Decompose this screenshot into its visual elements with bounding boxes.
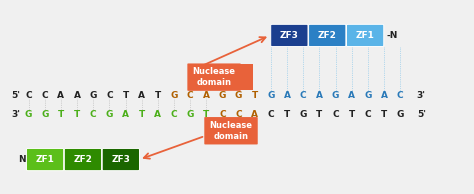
Text: T: T	[284, 110, 290, 119]
Text: C: C	[332, 110, 339, 119]
Text: C: C	[25, 91, 32, 100]
Text: A: A	[283, 91, 291, 100]
Text: C: C	[171, 110, 177, 119]
Text: G: G	[332, 91, 339, 100]
Text: C: C	[106, 91, 113, 100]
Text: C: C	[219, 110, 226, 119]
Text: C: C	[235, 110, 242, 119]
Text: C: C	[268, 110, 274, 119]
Text: G: G	[41, 110, 48, 119]
Text: G: G	[25, 110, 32, 119]
Text: N-: N-	[18, 155, 29, 164]
Text: T: T	[74, 110, 80, 119]
Text: A: A	[57, 91, 64, 100]
Text: T: T	[348, 110, 355, 119]
Text: G: G	[170, 91, 178, 100]
FancyBboxPatch shape	[64, 148, 101, 171]
Text: A: A	[316, 91, 323, 100]
Text: C: C	[300, 91, 307, 100]
Text: ZF3: ZF3	[280, 31, 299, 40]
Text: C: C	[90, 110, 97, 119]
Text: ZF1: ZF1	[356, 31, 374, 40]
Text: T: T	[252, 91, 258, 100]
Text: 3': 3'	[417, 91, 426, 100]
Text: G: G	[186, 110, 194, 119]
Text: T: T	[381, 110, 387, 119]
Text: G: G	[106, 110, 113, 119]
Text: G: G	[396, 110, 404, 119]
FancyBboxPatch shape	[102, 148, 139, 171]
Text: A: A	[348, 91, 355, 100]
Text: C: C	[41, 91, 48, 100]
Text: C: C	[187, 91, 193, 100]
Text: A: A	[381, 91, 387, 100]
Text: A: A	[203, 91, 210, 100]
Text: G: G	[90, 91, 97, 100]
Text: A: A	[155, 110, 161, 119]
Text: T: T	[58, 110, 64, 119]
FancyBboxPatch shape	[27, 148, 64, 171]
Text: ZF3: ZF3	[111, 155, 130, 164]
Text: T: T	[203, 110, 210, 119]
FancyBboxPatch shape	[309, 24, 346, 47]
FancyBboxPatch shape	[271, 24, 308, 47]
Text: ZF1: ZF1	[36, 155, 55, 164]
Polygon shape	[240, 64, 257, 144]
Text: T: T	[122, 91, 128, 100]
Text: G: G	[219, 91, 226, 100]
Text: Nuclease
domain: Nuclease domain	[192, 67, 236, 87]
Text: A: A	[138, 91, 145, 100]
Text: G: G	[364, 91, 372, 100]
Text: Nuclease
domain: Nuclease domain	[210, 121, 253, 141]
Text: A: A	[73, 91, 81, 100]
Text: ZF2: ZF2	[73, 155, 92, 164]
FancyBboxPatch shape	[346, 24, 384, 47]
Text: C: C	[365, 110, 371, 119]
Text: A: A	[122, 110, 129, 119]
Text: -N: -N	[387, 31, 398, 40]
FancyBboxPatch shape	[204, 117, 258, 145]
Text: T: T	[316, 110, 322, 119]
Text: C: C	[397, 91, 403, 100]
Text: A: A	[251, 110, 258, 119]
Text: ZF2: ZF2	[318, 31, 337, 40]
Text: G: G	[267, 91, 274, 100]
Text: T: T	[155, 91, 161, 100]
FancyBboxPatch shape	[187, 63, 241, 91]
Text: T: T	[138, 110, 145, 119]
Text: 3': 3'	[11, 110, 20, 119]
Text: G: G	[235, 91, 242, 100]
Text: 5': 5'	[417, 110, 426, 119]
Text: G: G	[300, 110, 307, 119]
Text: 5': 5'	[11, 91, 20, 100]
